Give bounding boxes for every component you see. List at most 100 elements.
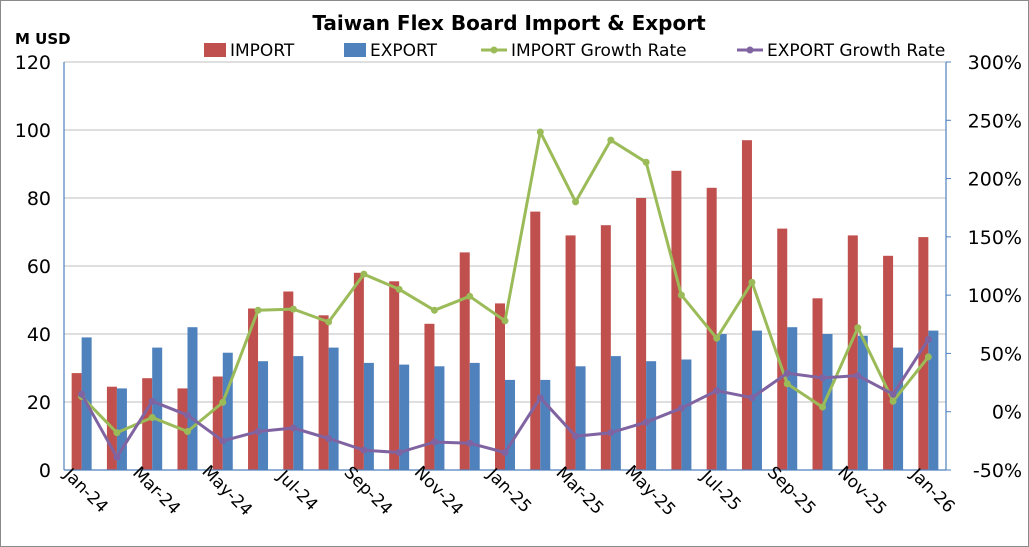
- bar-export: [928, 330, 939, 470]
- point-import-growth: [748, 278, 756, 286]
- y2-tick-label: 0%: [992, 402, 1022, 424]
- point-import-growth: [924, 353, 932, 361]
- bar-import: [283, 291, 294, 470]
- bar-series: [71, 140, 939, 471]
- point-import-growth: [607, 136, 615, 144]
- bar-export: [434, 366, 445, 470]
- point-export-growth: [889, 390, 897, 398]
- y2-tick-label: 300%: [968, 52, 1022, 74]
- point-export-growth: [924, 335, 932, 343]
- x-tick-label: Sep-25: [763, 463, 819, 519]
- point-export-growth: [254, 428, 262, 436]
- y-axis-unit-label: M USD: [15, 30, 71, 48]
- bar-import: [636, 198, 647, 470]
- x-tick-label: Sep-24: [340, 463, 396, 519]
- point-import-growth: [219, 398, 227, 406]
- bar-export: [258, 361, 269, 470]
- bar-import: [71, 373, 82, 470]
- legend-label-export: EXPORT: [370, 41, 438, 61]
- y-tick-label: 40: [27, 324, 51, 346]
- bar-export: [575, 366, 586, 470]
- bar-export: [399, 364, 410, 470]
- point-import-growth: [783, 380, 791, 388]
- legend-swatch-import: [204, 43, 226, 57]
- point-export-growth: [536, 394, 544, 402]
- point-export-growth: [607, 429, 615, 437]
- point-import-growth: [713, 334, 721, 342]
- point-import-growth: [501, 317, 509, 325]
- point-export-growth: [783, 369, 791, 377]
- point-import-growth: [289, 305, 297, 313]
- bar-export: [681, 359, 692, 470]
- point-import-growth: [854, 324, 862, 332]
- bar-export: [540, 379, 551, 470]
- bar-import: [812, 298, 823, 470]
- point-import-growth: [819, 403, 827, 411]
- gridlines: [64, 61, 946, 403]
- point-export-growth: [677, 404, 685, 412]
- y2-tick-label: 150%: [968, 227, 1022, 249]
- bar-import: [847, 235, 858, 470]
- legend-marker-import-growth: [490, 46, 498, 54]
- chart-title: Taiwan Flex Board Import & Export: [312, 11, 706, 35]
- y2-tick-label: 200%: [968, 169, 1022, 191]
- bar-export: [610, 356, 621, 470]
- point-export-growth: [642, 418, 650, 426]
- point-import-growth: [325, 318, 333, 326]
- legend-label-import: IMPORT: [230, 41, 295, 61]
- y2-tick-label: -50%: [973, 460, 1022, 482]
- bar-export: [469, 362, 480, 470]
- bar-export: [822, 334, 833, 470]
- point-import-growth: [430, 306, 438, 314]
- bar-import: [741, 140, 752, 470]
- point-import-growth: [536, 128, 544, 136]
- bar-export: [857, 335, 868, 470]
- bar-import: [142, 378, 153, 470]
- x-tick-label: Jan-24: [59, 464, 112, 517]
- bar-import: [248, 308, 259, 470]
- x-tick-label: Mar-24: [128, 463, 184, 519]
- bar-import: [565, 235, 576, 470]
- point-export-growth: [501, 449, 509, 457]
- x-tick-label: Jan-26: [905, 464, 958, 517]
- y2-tick-label: 250%: [968, 110, 1022, 132]
- bar-export: [505, 379, 515, 470]
- bar-import: [353, 272, 364, 470]
- y2-tick-label: 50%: [980, 343, 1022, 365]
- bar-import: [883, 255, 894, 470]
- point-import-growth: [360, 270, 368, 278]
- bar-export: [152, 347, 163, 470]
- y-tick-label: 100: [15, 120, 51, 142]
- x-tick-label: Mar-25: [552, 463, 608, 519]
- y-tick-label: 60: [27, 256, 51, 278]
- point-export-growth: [854, 372, 862, 380]
- tick-labels: 0 20 40 60 80 100 120 -50% 0% 50% 100% 150% 200% 250%…: [15, 52, 1022, 520]
- x-tick-label: Nov-24: [410, 463, 467, 520]
- bar-import: [671, 170, 682, 471]
- bar-import: [600, 225, 611, 470]
- bar-import: [530, 211, 541, 470]
- legend-label-import-growth: IMPORT Growth Rate: [511, 41, 687, 61]
- bar-import: [706, 187, 717, 471]
- bar-export: [646, 361, 657, 470]
- point-export-growth: [713, 387, 721, 395]
- point-import-growth: [642, 158, 650, 166]
- x-tick-label: Nov-25: [833, 463, 890, 520]
- x-tick-label: Jul-24: [272, 466, 321, 515]
- legend-swatch-export: [344, 43, 366, 57]
- point-import-growth: [148, 414, 156, 422]
- legend-label-export-growth: EXPORT Growth Rate: [767, 41, 945, 61]
- point-export-growth: [748, 394, 756, 402]
- point-export-growth: [148, 397, 156, 405]
- bar-import: [777, 228, 788, 470]
- bar-export: [893, 347, 904, 470]
- bar-import: [318, 315, 329, 470]
- bar-import: [918, 237, 929, 470]
- point-import-growth: [113, 429, 121, 437]
- point-import-growth: [889, 397, 897, 405]
- x-tick-label: Jul-25: [696, 466, 745, 515]
- bar-import: [424, 323, 435, 470]
- point-export-growth: [466, 439, 474, 447]
- point-export-growth: [289, 424, 297, 432]
